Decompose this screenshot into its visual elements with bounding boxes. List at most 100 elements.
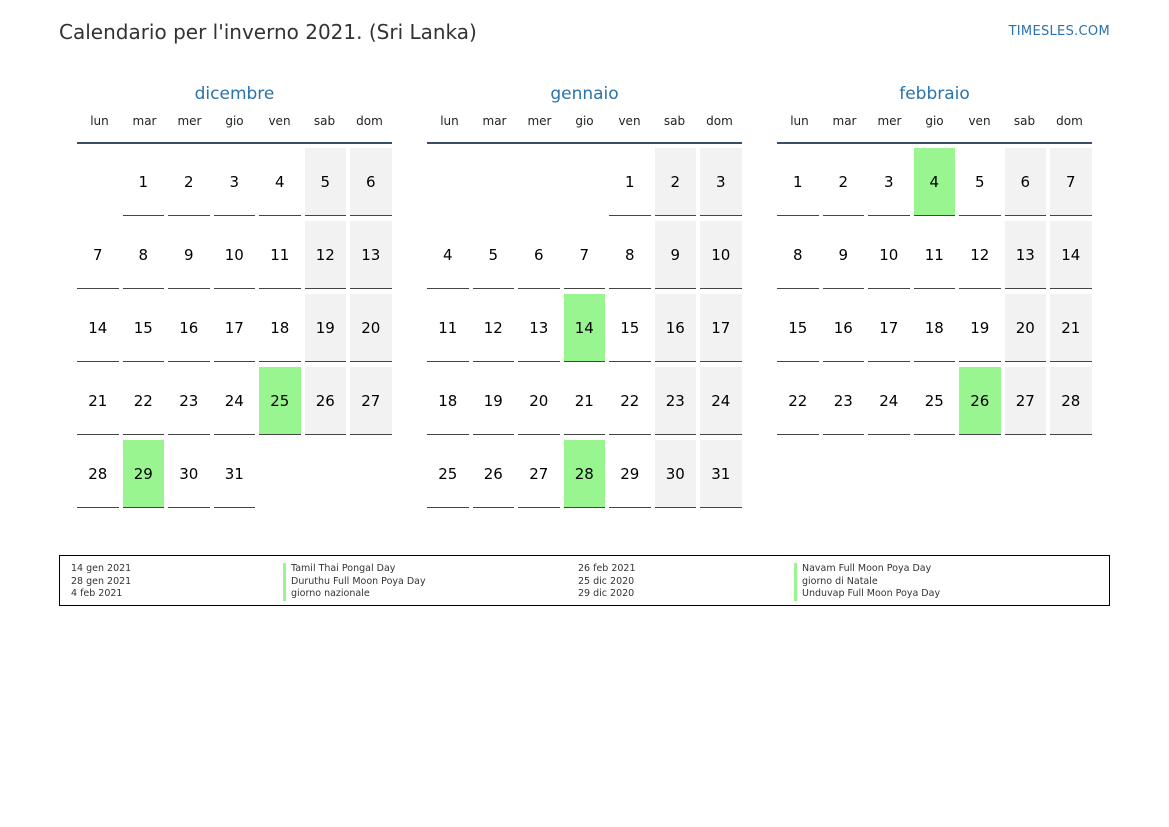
holiday-day-cell: 28 — [563, 440, 605, 508]
day-cell: 15 — [777, 294, 819, 362]
day-cell: 8 — [777, 221, 819, 289]
empty-day-cell — [427, 148, 469, 216]
day-cell: 23 — [822, 367, 864, 435]
day-cell: 23 — [654, 367, 696, 435]
day-cell: 3 — [868, 148, 910, 216]
legend-dates-right: 26 feb 2021 25 dic 2020 29 dic 2020 — [578, 563, 636, 601]
day-cell: 10 — [213, 221, 255, 289]
legend-holiday-name: Tamil Thai Pongal Day — [283, 563, 426, 576]
day-cell: 17 — [868, 294, 910, 362]
day-cell: 16 — [654, 294, 696, 362]
day-cell: 16 — [168, 294, 210, 362]
day-cell: 1 — [122, 148, 164, 216]
weekday-label: mar — [482, 114, 507, 128]
day-cell: 15 — [609, 294, 651, 362]
holiday-day-cell: 4 — [913, 148, 955, 216]
day-cell: 19 — [959, 294, 1001, 362]
day-cell: 6 — [518, 221, 560, 289]
weekday-label: sab — [1013, 114, 1036, 128]
legend-holiday-name: Unduvap Full Moon Poya Day — [794, 588, 940, 601]
day-cell: 10 — [700, 221, 742, 289]
day-cell: 5 — [304, 148, 346, 216]
day-cell: 10 — [868, 221, 910, 289]
legend-holiday-name: Navam Full Moon Poya Day — [794, 563, 940, 576]
day-cell: 11 — [259, 221, 301, 289]
empty-day-cell — [473, 148, 515, 216]
weekday-label: ven — [268, 114, 291, 128]
day-cell: 22 — [122, 367, 164, 435]
day-cell: 30 — [654, 440, 696, 508]
empty-day-cell — [518, 148, 560, 216]
legend-holiday-name: giorno nazionale — [283, 588, 426, 601]
day-cell: 6 — [350, 148, 392, 216]
day-cell: 4 — [427, 221, 469, 289]
day-cell: 21 — [77, 367, 119, 435]
holiday-day-cell: 26 — [959, 367, 1001, 435]
day-cell: 18 — [259, 294, 301, 362]
day-cell: 7 — [77, 221, 119, 289]
weekday-label: gio — [575, 114, 594, 128]
day-cell: 30 — [168, 440, 210, 508]
day-grid: 1 2 3 4 5 6 7 8 9 10 11 12 13 14 15 16 17 18 19 20 21 22 23 24 2… — [77, 148, 392, 508]
day-cell: 5 — [472, 221, 514, 289]
day-cell: 27 — [518, 440, 560, 508]
weekday-header: lun mar mer gio ven sab dom — [427, 110, 742, 136]
day-cell: 26 — [304, 367, 346, 435]
header-divider — [427, 142, 742, 144]
weekday-label: dom — [706, 114, 733, 128]
holiday-legend: 14 gen 2021 28 gen 2021 4 feb 2021 Tamil… — [59, 555, 1110, 606]
legend-date: 4 feb 2021 — [71, 588, 123, 599]
day-cell: 26 — [472, 440, 514, 508]
day-cell: 22 — [609, 367, 651, 435]
day-cell: 24 — [700, 367, 742, 435]
day-cell: 15 — [122, 294, 164, 362]
weekday-label: mar — [832, 114, 857, 128]
holiday-day-cell: 25 — [259, 367, 301, 435]
weekday-label: sab — [313, 114, 336, 128]
legend-date: 14 gen 2021 — [71, 563, 132, 574]
day-cell: 13 — [1004, 221, 1046, 289]
header-divider — [777, 142, 1092, 144]
day-cell: 18 — [427, 367, 469, 435]
day-cell: 27 — [350, 367, 392, 435]
day-cell: 31 — [213, 440, 255, 508]
day-cell: 6 — [1004, 148, 1046, 216]
day-cell: 8 — [609, 221, 651, 289]
month-name: gennaio — [550, 84, 619, 104]
day-cell: 24 — [868, 367, 910, 435]
day-cell: 19 — [472, 367, 514, 435]
day-cell: 9 — [654, 221, 696, 289]
day-cell: 8 — [122, 221, 164, 289]
weekday-label: dom — [356, 114, 383, 128]
day-cell: 29 — [609, 440, 651, 508]
day-cell: 21 — [563, 367, 605, 435]
month-name: dicembre — [194, 84, 275, 104]
day-cell: 12 — [959, 221, 1001, 289]
day-cell: 24 — [213, 367, 255, 435]
day-cell: 7 — [563, 221, 605, 289]
weekday-header: lun mar mer gio ven sab dom — [77, 110, 392, 136]
weekday-label: gio — [225, 114, 244, 128]
day-cell: 25 — [913, 367, 955, 435]
day-grid: 1 2 3 4 5 6 7 8 9 10 11 12 13 14 15 16 17 18 19 20 21 22 23 24 2… — [777, 148, 1092, 435]
day-cell: 17 — [700, 294, 742, 362]
day-cell: 27 — [1004, 367, 1046, 435]
day-cell: 14 — [1050, 221, 1092, 289]
day-cell: 7 — [1050, 148, 1092, 216]
day-cell: 3 — [213, 148, 255, 216]
day-cell: 16 — [822, 294, 864, 362]
site-link[interactable]: TIMESLES.COM — [1008, 24, 1110, 39]
day-cell: 2 — [654, 148, 696, 216]
empty-day-cell — [77, 148, 119, 216]
day-cell: 28 — [1050, 367, 1092, 435]
day-cell: 20 — [350, 294, 392, 362]
legend-holiday-name: Duruthu Full Moon Poya Day — [283, 575, 426, 588]
day-cell: 11 — [427, 294, 469, 362]
day-cell: 31 — [700, 440, 742, 508]
weekday-label: lun — [790, 114, 809, 128]
day-grid: 1 2 3 4 5 6 7 8 9 10 11 12 13 14 15 16 17 18 19 20 21 22 23 24 2… — [427, 148, 742, 508]
day-cell: 17 — [213, 294, 255, 362]
legend-date: 29 dic 2020 — [578, 588, 635, 599]
